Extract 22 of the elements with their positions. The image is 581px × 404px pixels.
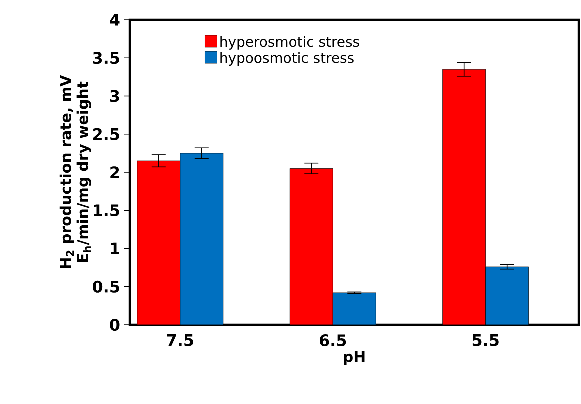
y-tick-label: 0.5	[93, 280, 120, 293]
y-tick-label: 3	[110, 90, 120, 102]
y-tick-label: 4	[110, 14, 120, 26]
bar	[332, 292, 376, 325]
y-tick-label: 1	[111, 242, 120, 255]
bar	[180, 153, 224, 325]
y-tick-label: 2.5	[94, 128, 120, 140]
x-tick-label: 6.5	[320, 334, 346, 347]
x-tick-label: 7.5	[167, 334, 194, 346]
y-tick-label: 2	[110, 166, 120, 178]
y-tick-label: 3.5	[93, 52, 120, 64]
bar	[442, 69, 486, 325]
x-axis-title: pH	[344, 351, 365, 366]
y-tick-label: 0	[110, 318, 120, 332]
x-tick-label: 5.5	[472, 334, 499, 346]
legend-label: hyperosmotic stress	[220, 36, 360, 50]
bar	[137, 160, 181, 325]
bar	[486, 266, 530, 325]
y-tick-label: 1.5	[94, 204, 120, 217]
bar	[290, 168, 334, 325]
y-axis-title: H$_{2}$ production rate, mV E$_{h}$/min/mg dry weight	[60, 75, 92, 268]
legend-label: hypoosmotic stress	[220, 52, 354, 66]
